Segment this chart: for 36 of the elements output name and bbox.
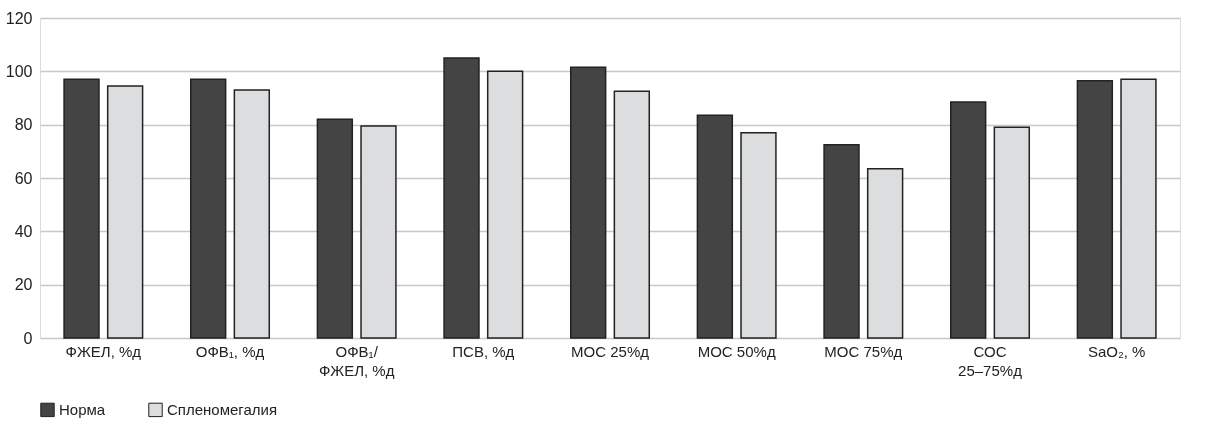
x-tick-label: МОС 50%д bbox=[697, 342, 776, 360]
bar bbox=[316, 118, 354, 339]
legend-label: Норма bbox=[59, 400, 106, 418]
bar bbox=[1076, 79, 1114, 339]
x-tick-label: ОФВ₁, %д bbox=[195, 342, 265, 360]
y-tick-label: 40 bbox=[14, 222, 33, 240]
bar bbox=[866, 167, 904, 339]
bar bbox=[613, 90, 651, 339]
bar bbox=[233, 89, 271, 339]
x-tick-label: ФЖЕЛ, %д bbox=[65, 342, 142, 360]
bar bbox=[63, 78, 100, 339]
x-tick-label: ПСВ, %д bbox=[452, 342, 515, 360]
y-tick-label: 80 bbox=[14, 116, 33, 134]
bar bbox=[486, 70, 524, 339]
bar bbox=[443, 57, 480, 339]
legend-label: Спленомегалия bbox=[167, 400, 278, 418]
bar bbox=[360, 125, 397, 339]
bar bbox=[823, 143, 860, 339]
x-tick-label: МОС 25%д bbox=[571, 342, 650, 360]
bar bbox=[189, 78, 227, 339]
x-tick-label: SaO₂, % bbox=[1087, 342, 1146, 360]
bar bbox=[949, 101, 987, 339]
y-tick-label: 120 bbox=[5, 9, 33, 27]
x-tick-label: МОС 75%д bbox=[824, 342, 903, 360]
y-tick-label: 20 bbox=[14, 276, 33, 294]
y-tick-label: 0 bbox=[23, 329, 33, 347]
bar bbox=[1120, 78, 1157, 339]
bar bbox=[993, 126, 1031, 339]
bar bbox=[740, 131, 777, 339]
bar bbox=[569, 66, 607, 339]
bar bbox=[696, 114, 734, 339]
x-tick-label: ОФВ₁/ ФЖЕЛ, %д bbox=[318, 342, 395, 379]
x-tick-label: СОС 25–75%д bbox=[958, 342, 1023, 379]
y-tick-label: 100 bbox=[5, 62, 33, 80]
bar bbox=[106, 85, 144, 339]
y-tick-label: 60 bbox=[14, 169, 33, 187]
